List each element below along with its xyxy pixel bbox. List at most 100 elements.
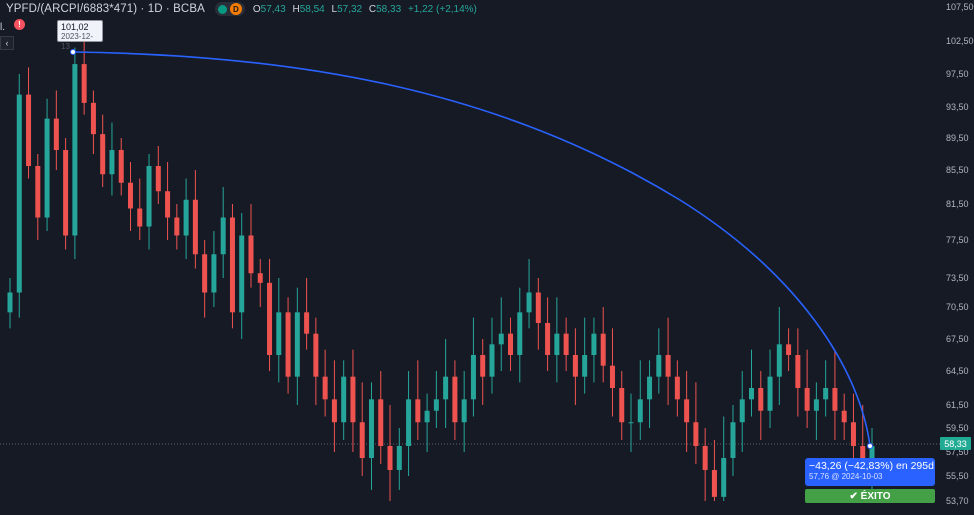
candle-body [535, 292, 541, 323]
candle-body [498, 333, 504, 345]
axis-tick-label: 53,70 [946, 496, 969, 506]
candle-body [637, 399, 643, 423]
candle-body [165, 191, 171, 218]
axis-tick-label: 70,50 [946, 302, 969, 312]
candle-body [665, 355, 671, 377]
high-price-tooltip: 101,02 2023-12-13 [57, 20, 103, 51]
candle-body [331, 399, 337, 423]
measure-result-box[interactable]: −43,26 (−42,83%) en 295d 57,76 @ 2024-10… [805, 458, 935, 486]
candle-body [415, 399, 421, 423]
open-value: 57,43 [260, 3, 286, 15]
price-axis: 107,50 102,50 97,50 93,50 89,50 85,50 81,50 77,… [946, 2, 974, 506]
candle-body [869, 446, 875, 458]
candle-body [702, 446, 708, 470]
candle-body [72, 64, 78, 236]
candle-body [813, 399, 819, 411]
candle-body [294, 312, 300, 377]
ohlc-readout: O57,43 H58,54 L57,32 C58,33 +1,22 (+2,14… [253, 4, 481, 15]
candle-body [378, 399, 384, 446]
candle-body [452, 376, 458, 423]
axis-tick-label: 102,50 [946, 36, 974, 46]
candle-body [739, 399, 745, 423]
market-open-icon [217, 4, 227, 14]
candle-body [137, 208, 143, 227]
candle-body [823, 388, 829, 400]
candle-body [749, 388, 755, 400]
candle-body [7, 292, 13, 313]
change-value: +1,22 (+2,14%) [407, 3, 477, 15]
candle-body [304, 312, 310, 334]
candle-body [322, 376, 328, 400]
candle-body [443, 376, 449, 400]
candle-body [647, 376, 653, 400]
candle-body [229, 217, 235, 313]
axis-tick-label: 73,50 [946, 273, 969, 283]
candle-body [220, 217, 226, 255]
axis-tick-label: 97,50 [946, 69, 969, 79]
candle-body [572, 355, 578, 377]
candle-body [860, 446, 866, 458]
arc-end-point [867, 443, 873, 449]
candle-body [183, 199, 189, 236]
candle-body [174, 217, 180, 236]
candle-body [359, 422, 365, 458]
candle-body [155, 166, 161, 192]
candle-body [582, 355, 588, 377]
candle-body [786, 344, 792, 355]
high-value: 58,54 [299, 3, 325, 15]
volume-indicator-label[interactable]: l. [0, 22, 5, 33]
axis-tick-label: 55,50 [946, 471, 969, 481]
candle-body [63, 150, 69, 236]
candle-body [276, 312, 282, 355]
candle-body [767, 376, 773, 411]
candle-body [146, 166, 152, 227]
axis-tick-label: 77,50 [946, 235, 969, 245]
low-value: 57,32 [337, 3, 363, 15]
success-badge: ✔ ÉXITO [805, 489, 935, 503]
axis-tick-label: 93,50 [946, 102, 969, 112]
candle-body [758, 388, 764, 411]
candle-body [433, 399, 439, 411]
candle-body [53, 118, 59, 150]
candle-body [480, 355, 486, 377]
candle-body [127, 182, 133, 209]
candle-body [211, 254, 217, 293]
candle-body [591, 333, 597, 355]
collapse-legend-button[interactable]: ‹ [0, 36, 14, 50]
candle-body [776, 344, 782, 377]
candle-body [35, 166, 41, 218]
candle-body [313, 333, 319, 377]
close-value: 58,33 [376, 3, 402, 15]
candle-body [721, 458, 727, 497]
candle-body [850, 422, 856, 446]
axis-tick-label: 67,50 [946, 334, 969, 344]
axis-tick-label: 57,50 [946, 447, 969, 457]
high-key: H [292, 3, 300, 15]
candle-body [396, 446, 402, 470]
candle-body [387, 446, 393, 470]
candle-body [109, 150, 115, 175]
candle-body [81, 64, 87, 103]
candle-body [545, 323, 551, 355]
candle-body [26, 94, 32, 166]
candle-body [248, 235, 254, 274]
candle-body [16, 94, 22, 293]
current-price-label: 58,33 [940, 437, 971, 450]
measure-arc [72, 51, 871, 447]
candle-body [257, 273, 263, 283]
candle-body [406, 399, 412, 446]
low-key: L [331, 3, 338, 15]
candle-body [192, 199, 198, 255]
open-key: O [252, 3, 261, 15]
candle-body [693, 422, 699, 446]
candle-body [841, 410, 847, 423]
status-pill[interactable]: D [214, 2, 245, 16]
symbol-title[interactable]: YPFD/(ARCPI/6883*471) · 1D · BCBA [6, 3, 205, 15]
candle-body [508, 333, 514, 355]
candle-body [684, 399, 690, 423]
alert-icon[interactable]: ! [14, 19, 25, 30]
candle-body [239, 235, 245, 313]
candle-body [341, 376, 347, 423]
candle-body [554, 333, 560, 355]
